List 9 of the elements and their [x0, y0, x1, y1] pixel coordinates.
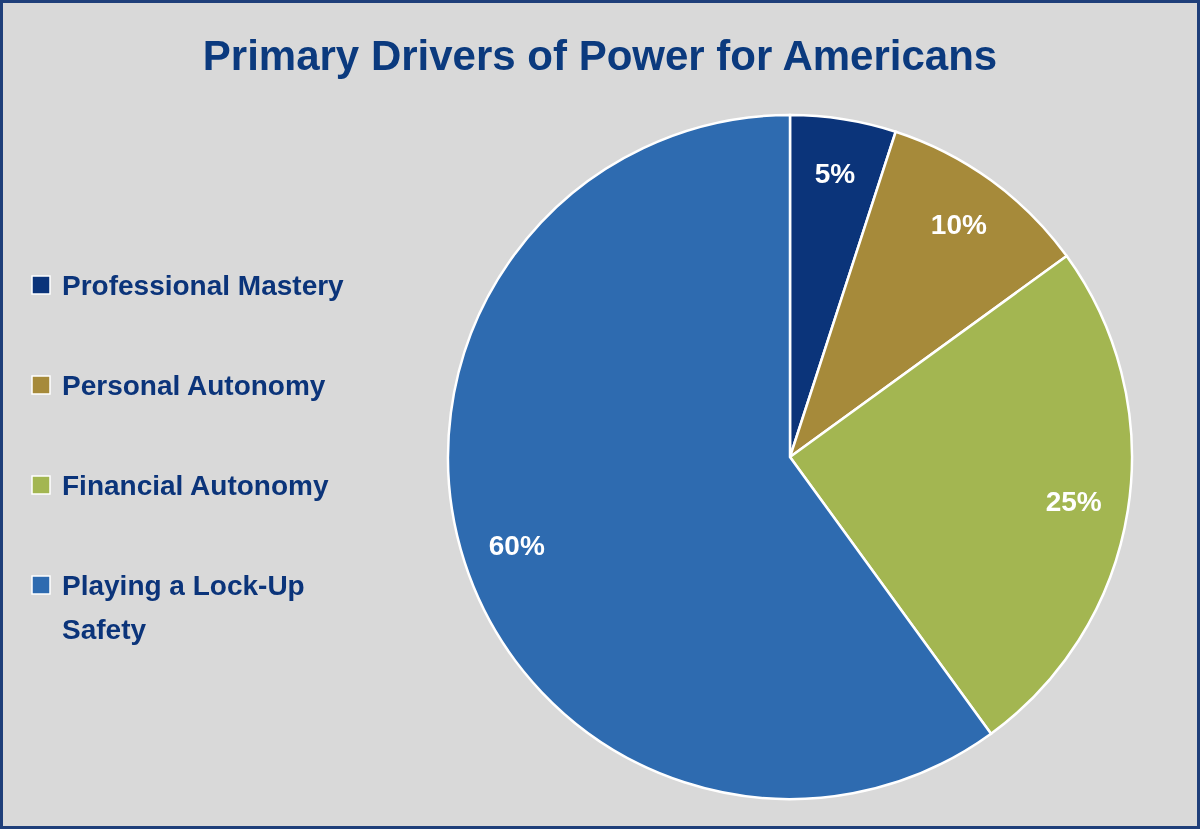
data-label: 25% — [1045, 486, 1102, 518]
chart-title: Primary Drivers of Power for Americans — [202, 31, 998, 79]
data-label: 10% — [930, 209, 987, 241]
legend-label: Financial Autonomy — [62, 469, 329, 501]
legend-label: Personal Autonomy — [62, 369, 326, 401]
data-label: 5% — [814, 157, 856, 189]
legend-label: Playing a Lock-Up Safety — [62, 569, 305, 645]
legend-label: Professional Mastery — [62, 269, 345, 301]
data-label: 60% — [488, 530, 545, 562]
